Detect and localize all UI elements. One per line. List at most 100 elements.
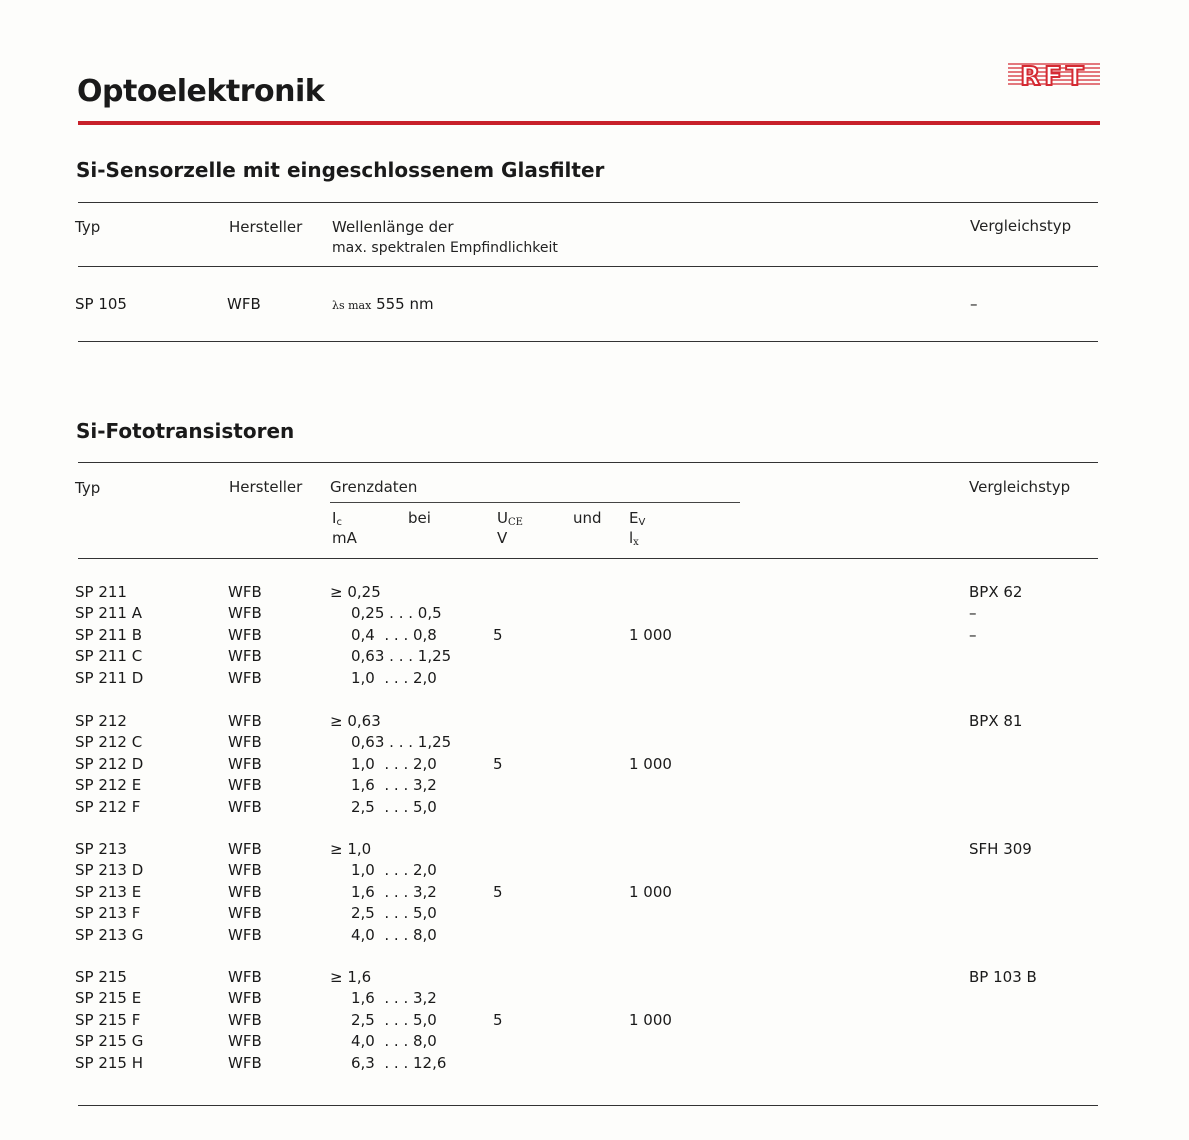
divider: [78, 558, 1098, 559]
cell-ev: 1 000: [629, 625, 672, 644]
table-row: SP 211 A WFB 0,25 . . . 0,5 –: [0, 604, 1189, 625]
rft-logo: RFT: [1008, 61, 1100, 88]
table-row: SP 212 E WFB 1,6 . . . 3,2: [0, 776, 1189, 797]
header-typ: Typ: [75, 218, 101, 236]
cell-typ: SP 213 F: [75, 904, 141, 923]
cell-hersteller: WFB: [228, 733, 262, 752]
cell-typ: SP 212 F: [75, 797, 141, 816]
cell-vergleichstyp: BPX 81: [969, 712, 1023, 730]
table-row: SP 215 H WFB 6,3 . . . 12,6: [0, 1054, 1189, 1075]
cell-hersteller: WFB: [228, 1032, 262, 1051]
divider: [78, 202, 1098, 203]
cell-hersteller: WFB: [228, 904, 262, 923]
divider: [78, 1105, 1098, 1106]
cell-typ: SP 211: [75, 583, 127, 601]
header-grenzdaten: Grenzdaten: [330, 478, 418, 496]
header-uce-unit: V: [497, 529, 508, 547]
cell-uce: 5: [493, 625, 503, 644]
header-ic: Ic: [332, 509, 342, 528]
cell-typ: SP 215 H: [75, 1053, 144, 1072]
cell-typ: SP 212 D: [75, 754, 144, 773]
cell-hersteller: WFB: [228, 840, 262, 858]
table-row: SP 212 WFB ≥ 0,63 BPX 81: [0, 712, 1189, 733]
cell-typ: SP 213 E: [75, 882, 142, 901]
cell-hersteller: WFB: [228, 797, 262, 816]
title-divider: [78, 121, 1100, 125]
page-title: Optoelektronik: [77, 74, 325, 109]
cell-typ: SP 215 E: [75, 989, 142, 1008]
cell-hersteller: WFB: [228, 712, 262, 730]
cell-hersteller: WFB: [228, 1010, 262, 1029]
divider: [78, 266, 1098, 267]
table-row: SP 215 F WFB 2,5 . . . 5,0 5 1 000: [0, 1011, 1189, 1032]
cell-vergleichstyp: –: [970, 295, 978, 313]
cell-typ: SP 105: [75, 295, 127, 313]
cell-uce: 5: [493, 754, 503, 773]
table-row: SP 211 C WFB 0,63 . . . 1,25: [0, 647, 1189, 668]
cell-ev: 1 000: [629, 882, 672, 901]
header-hersteller: Hersteller: [229, 218, 303, 236]
table-row: SP 211 B WFB 0,4 . . . 0,8 – 5 1 000: [0, 626, 1189, 647]
cell-ic: ≥ 1,6: [330, 968, 372, 986]
header-ev-unit: lx: [629, 529, 639, 548]
cell-ic: 0,63 . . . 1,25: [351, 733, 452, 752]
cell-hersteller: WFB: [228, 925, 262, 944]
header-typ: Typ: [75, 479, 101, 497]
cell-typ: SP 211 B: [75, 625, 143, 644]
cell-ic: 2,5 . . . 5,0: [351, 904, 437, 923]
cell-typ: SP 215: [75, 968, 127, 986]
cell-ic: 1,0 . . . 2,0: [351, 754, 437, 773]
cell-hersteller: WFB: [228, 861, 262, 880]
header-vergleichstyp: Vergleichstyp: [970, 217, 1072, 235]
cell-ic: 2,5 . . . 5,0: [351, 797, 437, 816]
cell-uce: 5: [493, 1010, 503, 1029]
cell-typ: SP 211 A: [75, 604, 142, 623]
cell-hersteller: WFB: [228, 668, 262, 687]
cell-typ: SP 213 D: [75, 861, 144, 880]
header-bei: bei: [408, 509, 431, 527]
grenzdaten-divider: [330, 502, 740, 503]
header-ev: EV: [629, 509, 646, 528]
cell-hersteller: WFB: [227, 295, 261, 313]
table-row: SP 212 F WFB 2,5 . . . 5,0: [0, 798, 1189, 819]
cell-typ: SP 213 G: [75, 925, 144, 944]
table-row: SP 212 C WFB 0,63 . . . 1,25: [0, 733, 1189, 754]
cell-ic: 1,6 . . . 3,2: [351, 989, 437, 1008]
divider: [78, 462, 1098, 463]
cell-ic: ≥ 0,63: [330, 712, 381, 730]
cell-vergleichstyp: –: [969, 604, 977, 623]
header-wellenlaenge-2: max. spektralen Empfindlichkeit: [332, 240, 558, 256]
cell-hersteller: WFB: [228, 989, 262, 1008]
divider: [78, 341, 1098, 342]
cell-typ: SP 212 C: [75, 733, 143, 752]
cell-ic: 1,0 . . . 2,0: [351, 668, 437, 687]
header-vergleichstyp: Vergleichstyp: [969, 478, 1071, 496]
svg-text:RFT: RFT: [1020, 62, 1088, 88]
cell-ic: 4,0 . . . 8,0: [351, 1032, 437, 1051]
cell-typ: SP 213: [75, 840, 127, 858]
table-row: SP 215 WFB ≥ 1,6 BP 103 B: [0, 968, 1189, 989]
lambda-symbol: λs max: [332, 299, 372, 312]
cell-wavelength: 555 nm: [376, 295, 434, 313]
table-row: SP 215 G WFB 4,0 . . . 8,0: [0, 1032, 1189, 1053]
section2-title: Si-Fototransistoren: [76, 419, 295, 443]
header-wellenlaenge: Wellenlänge der: [332, 218, 454, 236]
cell-ic: 6,3 . . . 12,6: [351, 1053, 447, 1072]
cell-hersteller: WFB: [228, 1053, 262, 1072]
section1-title: Si-Sensorzelle mit eingeschlossenem Glas…: [76, 158, 605, 182]
cell-ic: 0,4 . . . 0,8: [351, 625, 437, 644]
cell-hersteller: WFB: [228, 776, 262, 795]
cell-ic: 0,63 . . . 1,25: [351, 647, 452, 666]
cell-vergleichstyp: SFH 309: [969, 840, 1032, 858]
cell-ev: 1 000: [629, 1010, 672, 1029]
cell-hersteller: WFB: [228, 968, 262, 986]
cell-hersteller: WFB: [228, 604, 262, 623]
table-row: SP 211 D WFB 1,0 . . . 2,0: [0, 669, 1189, 690]
table-row: SP 213 WFB ≥ 1,0 SFH 309: [0, 840, 1189, 861]
cell-typ: SP 211 C: [75, 647, 143, 666]
cell-vergleichstyp: BPX 62: [969, 583, 1023, 601]
table-row: SP 212 D WFB 1,0 . . . 2,0 5 1 000: [0, 755, 1189, 776]
cell-ic: 1,0 . . . 2,0: [351, 861, 437, 880]
cell-hersteller: WFB: [228, 625, 262, 644]
cell-typ: SP 215 F: [75, 1010, 141, 1029]
